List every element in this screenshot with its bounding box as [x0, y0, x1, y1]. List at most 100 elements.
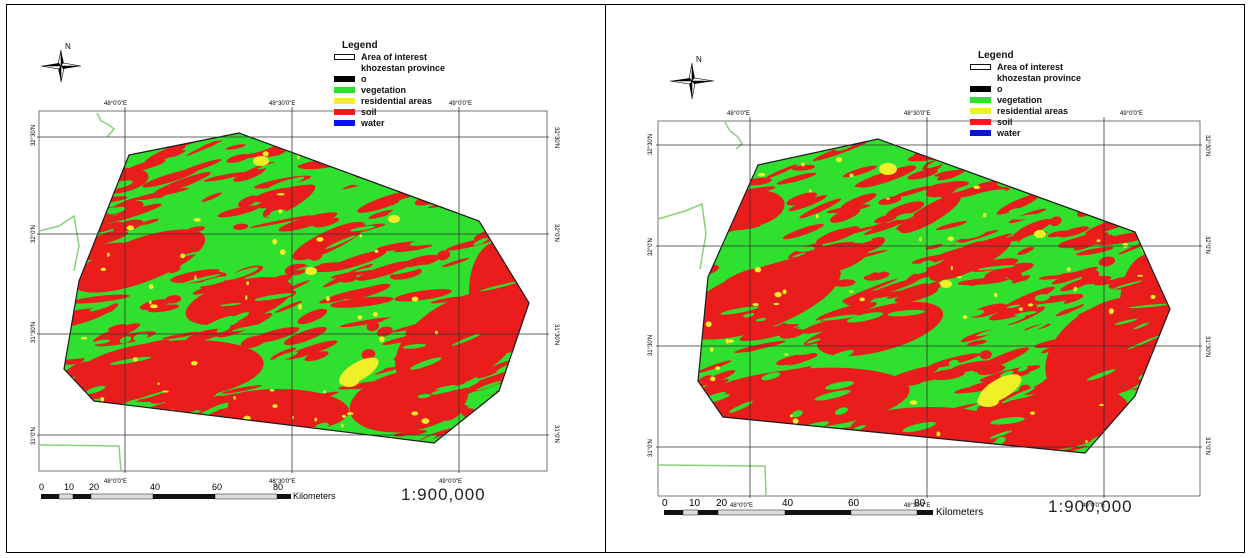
vegetation-patch: [791, 410, 803, 418]
soil-patch: [791, 164, 815, 171]
vegetation-patch: [83, 145, 95, 152]
soil-patch: [104, 367, 144, 380]
soil-patch: [1122, 143, 1170, 153]
scale-unit: Kilometers: [293, 491, 336, 501]
soil-patch: [865, 289, 912, 300]
soil-patch: [773, 442, 811, 450]
vegetation-patch: [960, 230, 986, 240]
vegetation-patch: [169, 427, 188, 435]
residential-patch: [191, 360, 198, 366]
residential-patch: [314, 417, 318, 422]
vegetation-patch: [1112, 197, 1133, 203]
legend-title: Legend: [978, 50, 1014, 61]
residential-patch: [1097, 151, 1103, 156]
area-of-interest: [698, 139, 1170, 453]
zero-swatch: [970, 85, 991, 92]
vegetation-patch: [89, 301, 117, 312]
water-swatch: [334, 119, 355, 126]
vegetation-patch: [348, 160, 389, 174]
vegetation-patch: [386, 165, 424, 175]
vegetation-patch: [207, 199, 240, 215]
residential-patch: [411, 296, 419, 302]
lat-tick-right: 31°30'N: [1204, 336, 1210, 357]
vegetation-patch: [495, 193, 525, 204]
residential-patch: [272, 238, 278, 245]
soil-patch: [799, 198, 842, 219]
soil-patch: [77, 221, 94, 232]
vegetation-patch: [266, 176, 305, 191]
soil-patch: [217, 205, 260, 218]
vegetation-patch: [461, 151, 496, 166]
residential-patch: [516, 397, 524, 402]
residential-patch: [100, 396, 105, 403]
soil-patch: [698, 375, 712, 383]
bottom-tick-label: 48°30'0"E: [904, 503, 930, 509]
soil-patch: [70, 294, 130, 304]
soil-patch: [1030, 396, 1075, 418]
vegetation-patch: [1110, 153, 1127, 162]
scale-unit: Kilometers: [936, 507, 983, 518]
soil-patch: [1132, 197, 1169, 207]
vegetation-patch: [952, 180, 986, 193]
vegetation-patch: [830, 217, 872, 230]
soil-patch: [845, 294, 874, 306]
residential-patch: [713, 435, 717, 440]
lat-tick-right: 32°0'N: [1204, 236, 1210, 254]
area-of-interest-outline: [63, 132, 530, 444]
residential-patch: [379, 336, 385, 343]
soil-patch: [1029, 368, 1084, 393]
vegetation-patch: [986, 315, 1026, 329]
residential-patch: [124, 424, 133, 429]
soil-patch: [949, 360, 996, 373]
soil-patch: [206, 354, 238, 368]
soil-patch: [776, 172, 817, 185]
soil-patch: [165, 295, 182, 304]
residential-patch: [278, 209, 283, 214]
residential-patch: [728, 339, 735, 343]
soil-patch: [101, 431, 122, 437]
residential-patch: [100, 267, 107, 271]
lat-tick-left: 32°30'N: [31, 125, 37, 146]
vegetation-patch: [232, 423, 254, 432]
soil-patch: [116, 431, 131, 443]
soil-patch: [854, 165, 915, 188]
vegetation-patch: [1160, 326, 1170, 333]
residential-patch: [715, 366, 721, 370]
vegetation-patch: [853, 238, 873, 244]
residential-area: [879, 163, 897, 175]
soil-patch: [1075, 404, 1123, 426]
soil-patch: [1027, 431, 1043, 437]
soil-patch: [829, 207, 861, 223]
residential-patch: [359, 234, 363, 238]
soil-patch: [357, 191, 414, 213]
vegetation-patch: [93, 136, 117, 141]
vegetation-patch: [502, 173, 526, 183]
soil-patch: [1037, 174, 1097, 196]
soil-patch: [1057, 139, 1100, 152]
residential-patch: [233, 395, 236, 400]
residential-patch: [148, 284, 154, 290]
vegetation-patch: [397, 164, 425, 175]
soil-patch: [249, 215, 312, 228]
vegetation-patch: [887, 309, 925, 317]
vegetation-patch: [995, 436, 1006, 445]
vegetation-patch: [1001, 387, 1036, 404]
soil-patch: [477, 303, 526, 326]
vegetation-patch: [220, 137, 251, 147]
soil-patch: [1136, 161, 1170, 168]
residential-area: [305, 267, 317, 275]
vegetation-patch: [231, 323, 270, 332]
soil-patch: [308, 249, 323, 261]
residential-patch: [815, 214, 819, 219]
soil-patch: [815, 302, 877, 322]
soil-patch: [387, 396, 430, 414]
soil-patch: [739, 324, 801, 342]
residential-patch: [372, 311, 378, 317]
soil-patch: [81, 249, 117, 261]
residential-patch: [193, 217, 201, 222]
soil-patch: [801, 316, 859, 334]
soil-patch: [699, 370, 736, 387]
soil-patch: [132, 413, 165, 429]
soil-patch: [1063, 295, 1084, 304]
soil-patch: [894, 186, 931, 198]
